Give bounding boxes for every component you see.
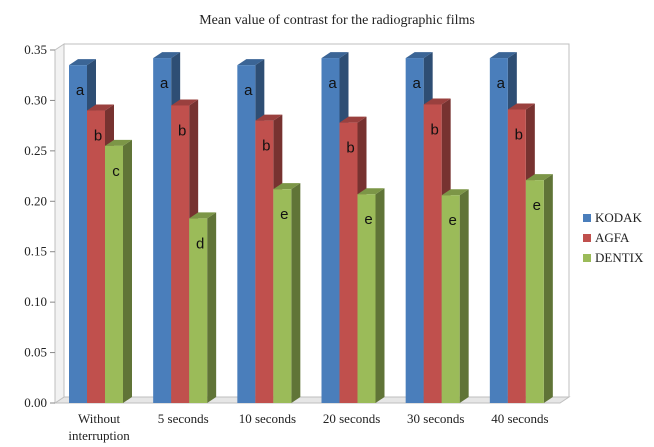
x-tick-label: 5 seconds — [158, 411, 209, 426]
bar-letter-label: e — [280, 206, 288, 223]
bar-letter-label: b — [430, 121, 438, 138]
bar-kodak — [153, 58, 172, 403]
bar-agfa — [171, 105, 190, 403]
bar-labels: a b c a b d a b e a b e a b e a b e — [76, 75, 541, 252]
bar-letter-label: a — [244, 82, 253, 99]
legend-swatch-dentix — [583, 254, 591, 262]
bar-letter-label: a — [160, 75, 169, 92]
y-tick-label: 0.15 — [24, 244, 47, 259]
bar-letter-label: a — [328, 75, 337, 92]
bar-letter-label: b — [94, 128, 102, 145]
bar-top-kodak — [237, 59, 265, 66]
bar-top-agfa — [255, 114, 283, 121]
back-wall-outline — [64, 43, 570, 397]
x-tick-label: 20 seconds — [323, 411, 380, 426]
bar-letter-label: c — [112, 163, 120, 180]
bar-top-agfa — [423, 98, 451, 105]
bar-top-kodak — [405, 52, 433, 59]
bar-letter-label: a — [412, 75, 421, 92]
bar-agfa — [339, 122, 358, 404]
legend-label-agfa: AGFA — [595, 230, 630, 245]
y-tick-label: 0.25 — [24, 143, 47, 158]
bar-letter-label: a — [76, 82, 85, 99]
bar-top-dentix — [189, 212, 217, 219]
bar-kodak — [405, 58, 424, 403]
bar-top-agfa — [87, 104, 114, 111]
y-tick-label: 0.10 — [24, 294, 47, 309]
bar-kodak — [237, 65, 256, 403]
y-tick-label: 0.05 — [24, 345, 47, 360]
x-tick-label: 30 seconds — [407, 411, 464, 426]
bar-agfa — [423, 104, 442, 403]
x-tick-label: interruption — [68, 428, 130, 443]
bar-top-agfa — [339, 116, 367, 123]
bar-top-kodak — [321, 52, 349, 59]
x-tick-label: 10 seconds — [239, 411, 296, 426]
bar-top-agfa — [171, 99, 199, 106]
bar-letter-label: b — [515, 127, 523, 144]
bar-agfa — [255, 120, 274, 403]
y-tick-label: 0.20 — [24, 193, 47, 208]
bar-side-dentix — [123, 139, 132, 404]
bar-side-dentix — [291, 183, 301, 403]
bar-top-kodak — [153, 52, 181, 59]
bar-letter-label: b — [178, 122, 186, 139]
bar-kodak — [321, 58, 340, 403]
bar-top-dentix — [105, 139, 132, 146]
bar-letter-label: e — [364, 211, 372, 228]
y-tick-label: 0.00 — [24, 395, 47, 410]
bar-top-dentix — [273, 183, 301, 190]
bar-dentix — [525, 180, 544, 403]
legend-swatch-kodak — [583, 214, 591, 222]
bar-letter-label: b — [262, 138, 270, 155]
bar-letter-label: e — [533, 197, 541, 214]
bar-kodak — [69, 65, 87, 403]
legend-label-kodak: KODAK — [595, 210, 643, 225]
bars — [69, 52, 553, 404]
bar-letter-label: a — [497, 75, 506, 92]
bar-side-dentix — [375, 188, 385, 403]
bar-side-dentix — [459, 189, 469, 403]
bar-top-kodak — [489, 52, 517, 59]
bar-dentix — [357, 194, 376, 403]
bar-top-kodak — [69, 59, 96, 66]
y-tick-label: 0.35 — [24, 42, 47, 57]
legend-label-dentix: DENTIX — [595, 250, 644, 265]
y-tick-label: 0.30 — [24, 92, 47, 107]
bar-top-dentix — [441, 189, 469, 196]
x-tick-label: 40 seconds — [491, 411, 548, 426]
chart-title: Mean value of contrast for the radiograp… — [199, 13, 475, 28]
bar-letter-label: b — [346, 140, 354, 157]
bar-side-dentix — [543, 174, 553, 403]
bar-agfa — [507, 109, 526, 404]
bar-kodak — [489, 58, 508, 403]
legend: KODAK AGFA DENTIX — [583, 210, 644, 265]
bar-top-agfa — [507, 103, 535, 110]
bar-dentix — [441, 195, 460, 403]
bar-dentix — [105, 145, 123, 404]
x-tick-label: Without — [78, 411, 120, 426]
bar-side-dentix — [207, 212, 217, 403]
legend-swatch-agfa — [583, 234, 591, 242]
bar-letter-label: e — [448, 212, 456, 229]
bar-top-dentix — [525, 174, 553, 181]
bar-letter-label: d — [196, 235, 204, 252]
bar-dentix — [189, 218, 208, 403]
bar-top-dentix — [357, 188, 385, 195]
bar-agfa — [87, 110, 105, 403]
side-wall — [54, 43, 65, 404]
bar-dentix — [273, 189, 292, 403]
